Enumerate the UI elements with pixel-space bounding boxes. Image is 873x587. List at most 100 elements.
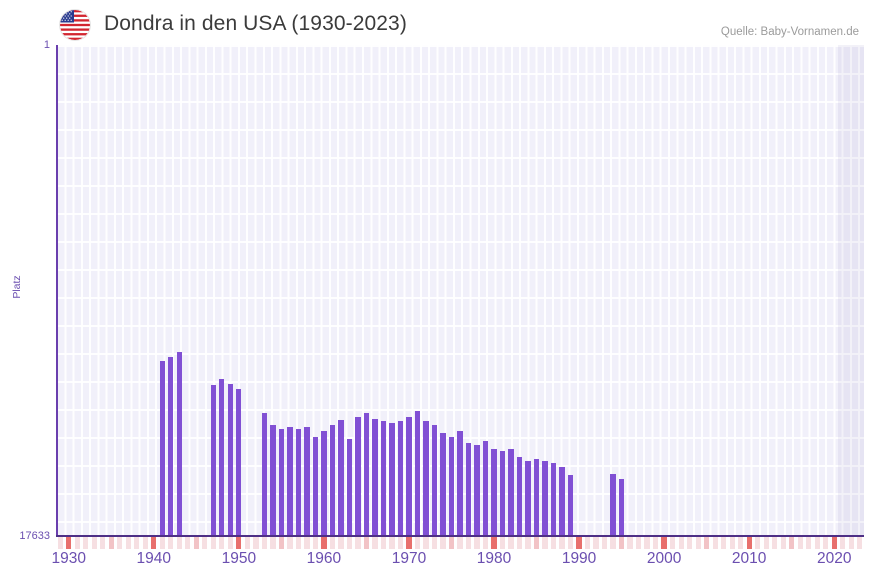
x-axis-label: 1970 <box>391 550 427 567</box>
x-axis-tick <box>244 537 250 549</box>
bar[interactable] <box>295 429 302 537</box>
bar[interactable] <box>448 437 455 537</box>
bar[interactable] <box>389 423 395 537</box>
x-axis-tick <box>652 537 659 549</box>
x-axis-tick <box>236 537 242 549</box>
x-axis-tick <box>57 537 63 549</box>
bar[interactable] <box>482 441 489 537</box>
x-axis-tick <box>83 537 89 549</box>
bar[interactable] <box>321 431 327 537</box>
bar[interactable] <box>610 474 616 537</box>
x-axis-tick <box>440 537 446 549</box>
x-axis-tick <box>134 537 140 549</box>
bar[interactable] <box>304 427 310 537</box>
bar[interactable] <box>516 457 523 537</box>
x-axis-tick <box>848 537 854 549</box>
x-axis-tick <box>857 537 863 549</box>
x-axis-tick <box>635 537 642 549</box>
bar[interactable] <box>465 443 472 537</box>
bar[interactable] <box>338 420 344 537</box>
x-axis-ticks <box>56 537 864 549</box>
bar[interactable] <box>414 411 421 537</box>
bar[interactable] <box>559 467 565 537</box>
x-axis-tick <box>806 537 812 549</box>
x-axis-tick <box>610 537 616 549</box>
x-axis-tick <box>721 537 727 549</box>
source-attribution: Quelle: Baby-Vornamen.de <box>720 26 859 38</box>
x-axis-tick <box>295 537 302 549</box>
x-axis-tick <box>491 537 497 549</box>
x-axis-tick <box>704 537 710 549</box>
x-axis-tick <box>423 537 429 549</box>
bar[interactable] <box>168 357 174 537</box>
bar[interactable] <box>474 445 480 537</box>
bar[interactable] <box>312 437 319 537</box>
x-axis-tick <box>755 537 761 549</box>
bar[interactable] <box>380 421 387 537</box>
bar[interactable] <box>397 421 404 537</box>
bar[interactable] <box>542 461 548 537</box>
x-axis-tick <box>738 537 744 549</box>
x-axis-tick <box>525 537 531 549</box>
bar[interactable] <box>329 425 336 537</box>
bar[interactable] <box>618 479 625 537</box>
bar[interactable] <box>508 449 514 537</box>
x-axis-tick <box>66 537 72 549</box>
bar[interactable] <box>567 475 574 537</box>
x-axis-tick <box>414 537 421 549</box>
bar[interactable] <box>270 425 276 537</box>
x-axis-tick <box>329 537 336 549</box>
x-axis-label: 1990 <box>561 550 597 567</box>
bar[interactable] <box>261 413 267 537</box>
x-axis-tick <box>142 537 148 549</box>
x-axis-tick <box>823 537 829 549</box>
bar[interactable] <box>219 379 225 537</box>
x-axis-tick <box>193 537 199 549</box>
bar[interactable] <box>457 431 463 537</box>
bar[interactable] <box>159 361 165 537</box>
bar[interactable] <box>533 459 540 537</box>
x-axis-tick <box>661 537 667 549</box>
bar[interactable] <box>287 427 293 537</box>
bar[interactable] <box>363 413 370 537</box>
x-axis-tick <box>261 537 267 549</box>
x-axis-labels: 1930 1940 1950 1960 1970 1980 1990 2000 2010 2020 <box>0 550 873 578</box>
x-axis-tick <box>814 537 820 549</box>
x-axis-tick <box>397 537 404 549</box>
x-axis-tick <box>763 537 769 549</box>
x-axis-tick <box>593 537 599 549</box>
bar[interactable] <box>550 463 557 537</box>
bar[interactable] <box>431 425 438 537</box>
x-axis-tick <box>789 537 795 549</box>
bar[interactable] <box>227 384 233 537</box>
bar[interactable] <box>423 421 429 537</box>
x-axis-tick <box>278 537 285 549</box>
bar[interactable] <box>355 417 361 537</box>
bar[interactable] <box>210 385 216 537</box>
x-axis-tick <box>499 537 506 549</box>
bar[interactable] <box>406 417 412 537</box>
plot-area <box>56 45 864 537</box>
x-axis-label: 2000 <box>646 550 682 567</box>
chart-header: Dondra in den USA (1930-2023) Quelle: Ba… <box>0 0 873 46</box>
bar[interactable] <box>372 419 378 537</box>
bar[interactable] <box>499 451 506 537</box>
x-axis-tick <box>159 537 165 549</box>
x-axis-tick <box>202 537 208 549</box>
x-axis-tick <box>380 537 387 549</box>
x-axis-tick <box>474 537 480 549</box>
x-axis-tick <box>227 537 233 549</box>
bar[interactable] <box>525 461 531 537</box>
bar[interactable] <box>346 439 353 537</box>
bar[interactable] <box>176 352 182 537</box>
bar[interactable] <box>491 449 497 537</box>
bar[interactable] <box>236 389 242 537</box>
bar[interactable] <box>440 433 446 537</box>
x-axis-tick <box>168 537 174 549</box>
bar[interactable] <box>278 429 285 537</box>
x-axis-tick <box>210 537 216 549</box>
x-axis-tick <box>644 537 650 549</box>
x-axis-tick <box>746 537 752 549</box>
x-axis-tick <box>627 537 633 549</box>
